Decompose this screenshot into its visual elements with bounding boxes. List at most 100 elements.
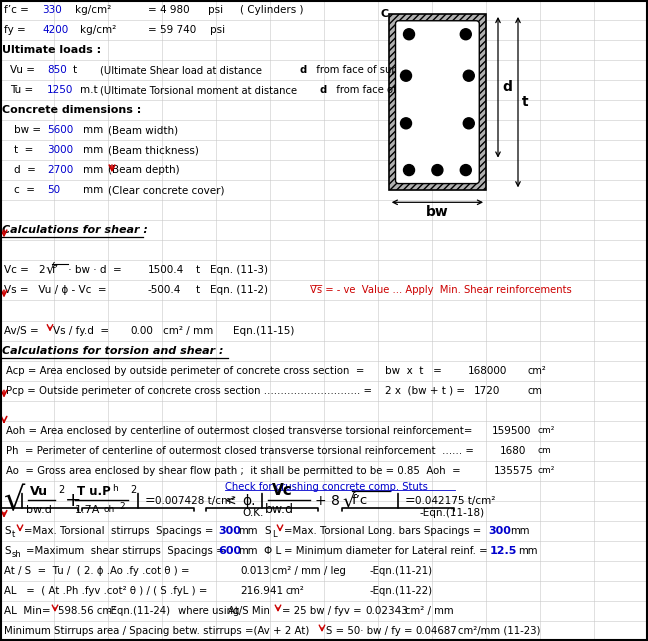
Text: m.t: m.t bbox=[80, 85, 98, 95]
Text: S = 50· bw / fy =: S = 50· bw / fy = bbox=[326, 626, 413, 636]
Text: 2: 2 bbox=[58, 485, 64, 495]
Text: kg/cm²: kg/cm² bbox=[80, 25, 116, 35]
Text: -500.4: -500.4 bbox=[148, 285, 181, 296]
Text: t: t bbox=[73, 65, 77, 75]
Text: √: √ bbox=[46, 263, 55, 278]
Text: Vs =   Vu / ϕ - Vc  =: Vs = Vu / ϕ - Vc = bbox=[4, 285, 107, 296]
Text: c  =: c = bbox=[14, 185, 35, 196]
Text: = 25 bw / fyv =: = 25 bw / fyv = bbox=[282, 606, 362, 616]
Text: <: < bbox=[225, 494, 237, 508]
Text: +: + bbox=[65, 491, 82, 510]
Text: 1500.4: 1500.4 bbox=[148, 265, 184, 276]
Text: mm: mm bbox=[238, 546, 257, 556]
Text: 0.007428 t/cm²: 0.007428 t/cm² bbox=[155, 495, 235, 506]
Text: 135575: 135575 bbox=[494, 466, 534, 476]
Text: h: h bbox=[112, 484, 118, 494]
Text: 1720: 1720 bbox=[474, 386, 500, 395]
Text: =: = bbox=[405, 494, 415, 507]
Text: (Beam width): (Beam width) bbox=[108, 125, 178, 135]
Text: cm²/mm (11-23): cm²/mm (11-23) bbox=[458, 626, 540, 636]
Circle shape bbox=[400, 118, 411, 129]
Text: Tu =: Tu = bbox=[10, 85, 33, 95]
Text: Calculations for shear :: Calculations for shear : bbox=[2, 226, 148, 235]
Text: (Clear concrete cover): (Clear concrete cover) bbox=[108, 185, 224, 196]
Text: O.K.: O.K. bbox=[242, 508, 263, 518]
Text: kg/cm²: kg/cm² bbox=[75, 5, 111, 15]
Text: (Ultimate Torsional moment at distance: (Ultimate Torsional moment at distance bbox=[100, 85, 300, 95]
Text: mm: mm bbox=[268, 640, 288, 641]
Text: √: √ bbox=[342, 491, 354, 510]
Text: √: √ bbox=[4, 485, 25, 517]
Text: 100: 100 bbox=[245, 640, 266, 641]
Text: 2: 2 bbox=[38, 265, 45, 276]
Text: 216.941: 216.941 bbox=[240, 586, 283, 596]
Text: C: C bbox=[381, 9, 389, 19]
Text: bw.d: bw.d bbox=[265, 503, 294, 516]
Text: where using: where using bbox=[178, 606, 239, 616]
Text: -Eqn.(11-18): -Eqn.(11-18) bbox=[420, 508, 485, 518]
Text: Eqn. (11-2): Eqn. (11-2) bbox=[210, 285, 268, 296]
Text: Ultimate loads :: Ultimate loads : bbox=[2, 45, 101, 55]
Circle shape bbox=[400, 71, 411, 81]
Text: mm: mm bbox=[518, 546, 537, 556]
Text: 12.5: 12.5 bbox=[490, 546, 517, 556]
Text: 50: 50 bbox=[47, 185, 60, 196]
Text: S: S bbox=[4, 526, 10, 536]
Circle shape bbox=[463, 118, 474, 129]
Text: L: L bbox=[272, 530, 277, 539]
Circle shape bbox=[404, 165, 415, 176]
Text: -Eqn.(11-21): -Eqn.(11-21) bbox=[370, 566, 433, 576]
Circle shape bbox=[463, 71, 474, 81]
Text: cm² / mm: cm² / mm bbox=[405, 606, 454, 616]
Text: ϕ.: ϕ. bbox=[242, 494, 255, 508]
Text: bw: bw bbox=[426, 205, 449, 219]
Text: Ao  = Gross area enclosed by shear flow path ;  it shall be permitted to be = 0.: Ao = Gross area enclosed by shear flow p… bbox=[6, 466, 461, 476]
Text: AL   =  ( At .Ph .fyv .cot² θ ) / ( S .fyL ) =: AL = ( At .Ph .fyv .cot² θ ) / ( S .fyL … bbox=[4, 586, 207, 596]
Text: =: = bbox=[148, 5, 157, 15]
Text: cm²: cm² bbox=[285, 586, 304, 596]
Text: 0.042175 t/cm²: 0.042175 t/cm² bbox=[415, 495, 495, 506]
Text: (Beam depth): (Beam depth) bbox=[108, 165, 179, 175]
Text: Eqn. (11-3): Eqn. (11-3) bbox=[210, 265, 268, 276]
Text: from face of support): from face of support) bbox=[310, 65, 422, 75]
Text: S: S bbox=[4, 546, 10, 556]
Text: 2 x  (bw + t ) =: 2 x (bw + t ) = bbox=[385, 386, 465, 395]
Text: cm²: cm² bbox=[527, 365, 546, 376]
Text: + 8: + 8 bbox=[315, 494, 340, 508]
Text: · bw · d  =: · bw · d = bbox=[65, 265, 122, 276]
Text: f’c: f’c bbox=[352, 494, 368, 507]
Text: Calculations for torsion and shear :: Calculations for torsion and shear : bbox=[2, 345, 224, 356]
Text: f’: f’ bbox=[52, 265, 59, 276]
Text: Φ L: Φ L bbox=[264, 546, 281, 556]
Text: 0.013: 0.013 bbox=[240, 566, 270, 576]
Text: Av/S =: Av/S = bbox=[4, 326, 39, 335]
Text: cm²: cm² bbox=[538, 426, 555, 435]
Text: -Eqn.(11-22): -Eqn.(11-22) bbox=[370, 586, 433, 596]
Text: At/S Min: At/S Min bbox=[228, 606, 270, 616]
Text: bw =: bw = bbox=[14, 125, 41, 135]
Text: S: S bbox=[264, 526, 271, 536]
Text: Vc =: Vc = bbox=[4, 265, 29, 276]
Text: 5600: 5600 bbox=[47, 125, 73, 135]
Text: d: d bbox=[300, 65, 307, 75]
Text: from face of support): from face of support) bbox=[330, 85, 442, 95]
Text: 2700: 2700 bbox=[47, 165, 73, 175]
Text: 1680: 1680 bbox=[500, 445, 526, 456]
Text: 1.7A: 1.7A bbox=[75, 505, 100, 515]
Circle shape bbox=[404, 29, 415, 40]
Text: ( Cylinders ): ( Cylinders ) bbox=[240, 5, 303, 15]
Bar bbox=[389, 14, 486, 190]
Text: 2: 2 bbox=[130, 485, 136, 495]
Text: t: t bbox=[196, 265, 200, 276]
Text: 0.04687: 0.04687 bbox=[415, 626, 457, 636]
Text: t: t bbox=[196, 285, 200, 296]
Text: 159500: 159500 bbox=[492, 426, 531, 436]
Text: S  (Torsion and Shear stirrups spacing )  =: S (Torsion and Shear stirrups spacing ) … bbox=[4, 640, 224, 641]
Text: cm² / mm / leg: cm² / mm / leg bbox=[272, 566, 346, 576]
Text: Vu: Vu bbox=[30, 485, 48, 498]
Text: 59 740: 59 740 bbox=[160, 25, 196, 35]
Text: cm² / mm: cm² / mm bbox=[163, 326, 213, 335]
Text: Vc: Vc bbox=[272, 483, 293, 498]
Text: At / S  =  Tu /  ( 2. ϕ .Ao .fy .cot θ ) =: At / S = Tu / ( 2. ϕ .Ao .fy .cot θ ) = bbox=[4, 566, 189, 576]
Text: mm: mm bbox=[83, 146, 103, 155]
